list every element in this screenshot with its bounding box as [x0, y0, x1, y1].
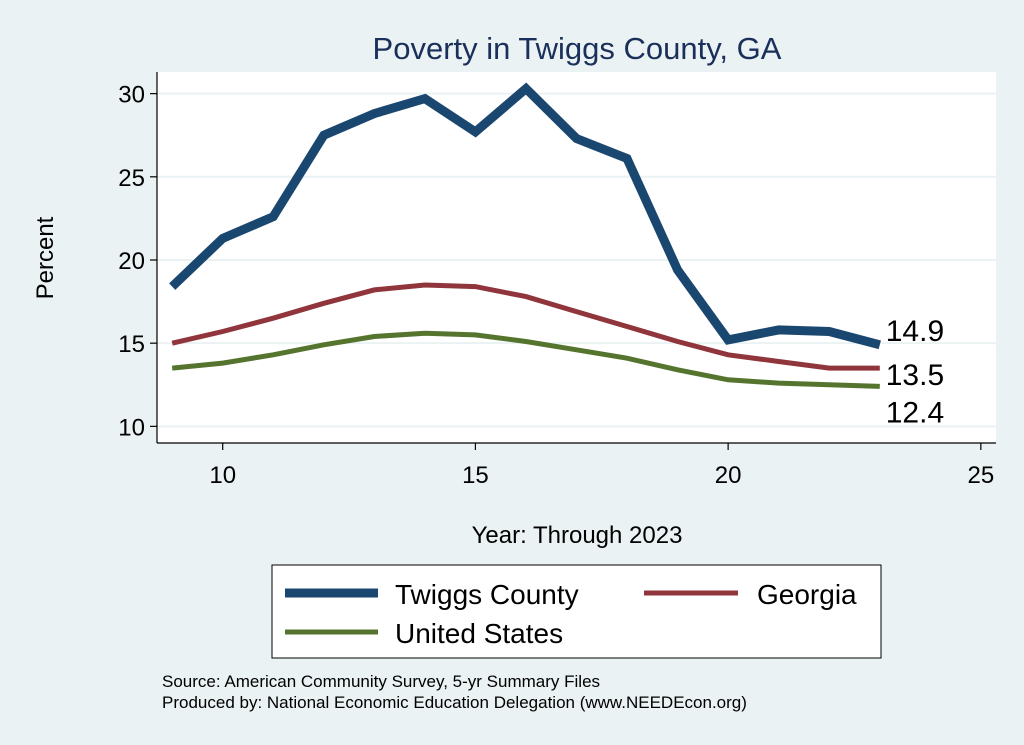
producer-note: Produced by: National Economic Education…	[162, 693, 747, 712]
y-tick-label-20: 20	[118, 248, 145, 275]
twiggs-county-end-label: 14.9	[886, 315, 944, 348]
legend-box	[271, 564, 882, 659]
y-tick-label-15: 15	[118, 331, 145, 358]
source-note: Source: American Community Survey, 5-yr …	[162, 672, 600, 691]
legend-label-georgia: Georgia	[757, 579, 857, 610]
end-labels: 14.9 13.5 12.4	[886, 315, 944, 430]
x-tick-label-20: 20	[715, 462, 742, 489]
x-tick-label-10: 10	[209, 462, 236, 489]
legend-label-twiggs-county: Twiggs County	[395, 579, 579, 610]
axes: 10 15 20 25 30 10 15 20 25	[118, 72, 996, 489]
y-tick-label-25: 25	[118, 165, 145, 192]
united-states-end-label: 12.4	[886, 396, 944, 429]
chart-title: Poverty in Twiggs County, GA	[373, 31, 782, 66]
legend: Twiggs County Georgia United States	[285, 579, 857, 649]
x-tick-label-15: 15	[462, 462, 489, 489]
legend-label-united-states: United States	[395, 618, 563, 649]
y-axis-title: Percent	[32, 216, 59, 299]
y-tick-label-10: 10	[118, 414, 145, 441]
y-tick-label-30: 30	[118, 82, 145, 109]
x-axis-title: Year: Through 2023	[472, 522, 683, 549]
series-lines	[169, 82, 881, 389]
x-tick-label-25: 25	[967, 462, 994, 489]
georgia-end-label: 13.5	[886, 359, 944, 392]
